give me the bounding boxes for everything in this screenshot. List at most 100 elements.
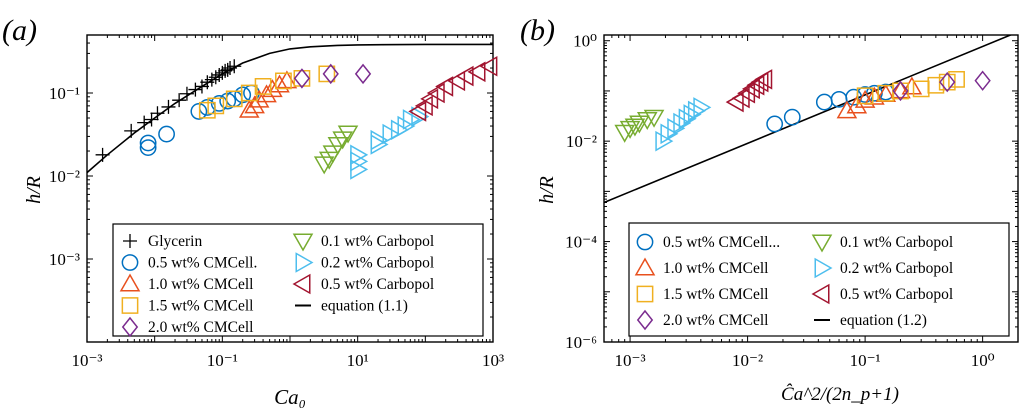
legend-entry-label: 0.2 wt% Carbopol [321,255,434,272]
panel-b-label: (b) [520,14,555,47]
data-point [198,101,216,119]
y-tick-label: 10⁻¹ [49,84,80,103]
data-point [219,92,237,110]
data-point [938,73,956,91]
panel-b-legend-box [628,222,1010,337]
data-point [629,115,650,134]
legend-entry-label: 0.1 wt% Carbopol [321,233,434,250]
data-point [172,93,187,108]
y-tick-label: 10⁻² [49,167,80,186]
panel-b-tick-labels: 10⁻³ 10⁻² 10⁻¹ 10⁰ 10⁻⁶ 10⁻⁴ 10⁻² 10⁰ [565,32,995,370]
x-tick-label: 10³ [482,351,504,370]
panel-b-y-axis-label: h/R [536,176,558,204]
legend-marker-swatch [636,285,654,303]
panel-a-legend: Glycerin 0.5 wt% CMCell. 1.0 wt% CMCell 1.5… [112,223,484,338]
data-point [276,70,298,89]
data-point [215,65,230,80]
legend-entry-label: 1.5 wt% CMCell [148,298,254,315]
legend-entry-label: 1.0 wt% CMCell [663,260,769,277]
legend-entry-label: 0.5 wt% Carbopol [321,276,434,293]
panel-b-plot-frame [603,34,1019,343]
data-point [435,76,454,97]
legend-entry-label: 0.5 wt% CMCell... [663,234,780,251]
data-point [754,69,773,90]
data-point [636,111,658,130]
data-point [939,71,956,93]
legend-entry-label: 0.5 wt% CMCell. [148,255,257,272]
data-point [854,89,876,108]
legend-marker-swatch [634,257,656,276]
data-point [912,80,930,98]
data-point [830,90,848,108]
panel-b-equation-line [604,35,1013,204]
y-tick-label: 10⁻⁶ [565,333,597,352]
data-point [370,129,389,151]
x-tick-label: 10⁻¹ [850,351,881,370]
panel-a-label: (a) [2,14,37,47]
panel-b-x-axis-label: Ĉa^2/(2n_p+1) [781,383,899,405]
legend-marker-swatch [295,252,314,273]
data-point [207,97,225,115]
legend-entry-label: equation (1.2) [840,312,927,329]
x-tick-label: 10⁻¹ [207,351,238,370]
data-point [673,112,692,134]
data-point [397,115,416,137]
data-point [150,106,165,121]
equation-curve [604,35,1013,204]
legend-entry-label: 0.1 wt% Carbopol [840,234,953,251]
panel-a-data-points [95,55,498,180]
x-tick-label: 10⁻³ [71,351,102,370]
panel-a-y-axis-label: h/R [23,176,45,204]
data-point [225,90,243,108]
data-point [856,87,874,105]
legend-entry-label: equation (1.1) [321,298,408,315]
data-point [693,97,712,118]
data-point [678,108,697,129]
data-point [234,86,252,104]
legend-marker-swatch [119,273,141,292]
legend-entry: 2.0 wt% CMCell [121,316,254,338]
legend-marker-swatch [123,234,137,248]
data-point [901,76,923,95]
data-point [354,63,372,85]
data-point [411,106,430,127]
x-tick-label: 10⁻² [732,351,763,370]
series-2-0-wt-cmcell [892,70,991,102]
data-point [337,125,359,144]
data-point [892,82,909,100]
panel-b: (b) 10⁻³ 10⁻² 10⁻¹ 10⁰ 10⁻⁶ 10⁻⁴ 10⁻² 10⁰ h/R Ĉ… [520,14,1019,405]
legend-entry: 0.2 wt% Carbopol [814,257,953,279]
data-point [179,86,194,101]
data-point [927,76,945,94]
data-point [227,59,242,74]
legend-entry-label: 2.0 wt% CMCell [148,319,254,336]
panel-a-x-axis-label: Ca₀ [274,385,306,409]
data-point [877,84,895,102]
data-point [188,82,203,97]
data-point [974,70,991,91]
y-tick-label: 10⁻³ [49,250,80,269]
legend-entry: 0.5 wt% CMCell... [636,233,780,251]
y-tick-label: 10⁻⁴ [565,233,597,252]
legend-entry-label: 0.5 wt% Carbopol [840,286,953,303]
data-point [624,118,646,137]
series-1-5-wt-cmcell [198,65,336,119]
data-point [619,120,641,139]
legend-entry: 0.5 wt% Carbopol [811,283,953,305]
data-point [737,82,756,104]
data-point [254,78,272,95]
series-0-1-wt-carbopol [313,125,359,175]
legend-marker-swatch [636,233,654,251]
legend-entry: 1.5 wt% CMCell [121,297,254,315]
panel-b-legend: 0.5 wt% CMCell... 1.0 wt% CMCell 1.5 wt% C… [628,222,1010,337]
y-tick-label: 10⁰ [573,32,597,51]
legend-marker-swatch [811,283,830,305]
panel-a-tick-labels: 10⁻³ 10⁻¹ 10¹ 10³ 10⁻³ 10⁻² 10⁻¹ [49,84,504,370]
legend-marker-swatch [814,257,833,279]
legend-entry: 1.0 wt% CMCell [634,257,769,277]
panel-b-data-points [614,69,991,152]
data-point [667,118,686,139]
legend-marker-swatch [292,233,314,252]
series-glycerin [95,59,242,162]
